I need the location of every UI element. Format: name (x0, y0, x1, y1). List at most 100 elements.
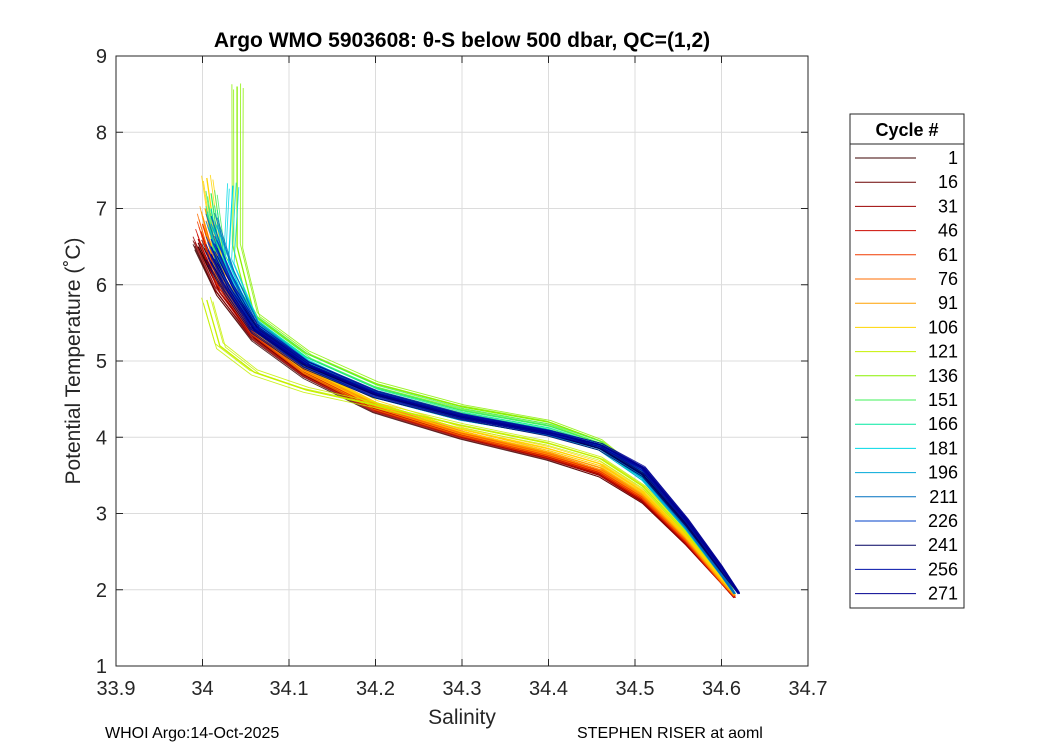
series-241 (205, 258, 741, 595)
x-tick-label: 34.7 (789, 678, 828, 700)
series-line (210, 254, 740, 594)
legend-label: 166 (928, 414, 958, 434)
x-tick-label: 34.4 (529, 678, 568, 700)
series-91 (199, 205, 736, 596)
x-tick-label: 34.1 (270, 678, 309, 700)
series-line (214, 190, 736, 594)
series-line (207, 257, 739, 594)
x-tick-label: 34.5 (616, 678, 655, 700)
legend-title: Cycle # (875, 120, 938, 140)
legend-label: 196 (928, 463, 958, 483)
series-line (207, 196, 735, 595)
series-line (202, 302, 735, 595)
legend-label: 31 (938, 196, 958, 216)
series-line (210, 215, 736, 594)
y-tick-label: 7 (96, 199, 107, 221)
series-layer (192, 83, 741, 599)
legend-label: 256 (928, 559, 958, 579)
legend-box (849, 113, 965, 609)
legend-label: 121 (928, 342, 958, 362)
y-tick-label: 4 (96, 427, 107, 449)
series-line (216, 255, 741, 594)
y-tick-label: 6 (96, 275, 107, 297)
legend-label: 241 (928, 535, 958, 555)
series-line (214, 212, 736, 594)
legend-label: 61 (938, 245, 958, 265)
series-line (199, 206, 735, 596)
series-211 (205, 212, 736, 595)
series-line (201, 175, 735, 594)
series-line (216, 194, 736, 595)
grid-layer (115, 55, 809, 667)
x-tick-label: 34.2 (356, 678, 395, 700)
series-line (207, 219, 735, 595)
series-line (207, 264, 739, 595)
chart-title: Argo WMO 5903608: θ-S below 500 dbar, QC… (214, 29, 710, 52)
series-line (231, 182, 736, 594)
x-tick-label: 34.3 (443, 678, 482, 700)
series-166 (205, 205, 736, 595)
x-tick-label: 34.6 (702, 678, 741, 700)
series-line (202, 180, 735, 595)
y-tick-label: 5 (96, 351, 107, 373)
footer-credit-right: STEPHEN RISER at aoml (577, 725, 763, 742)
legend-label: 106 (928, 317, 958, 337)
series-line (210, 208, 736, 594)
y-axis-label: Potential Temperature (˚C) (62, 237, 85, 484)
legend-label: 76 (938, 269, 958, 289)
series-line (205, 213, 735, 594)
series-line (212, 179, 736, 595)
legend-label: 271 (928, 584, 958, 604)
y-tick-label: 8 (96, 122, 107, 144)
series-line (194, 245, 735, 599)
series-line (201, 211, 735, 596)
legend-label: 151 (928, 390, 958, 410)
legend-label: 1 (948, 148, 958, 168)
series-line (204, 208, 735, 596)
series-line (205, 212, 736, 596)
legend-label: 136 (928, 366, 958, 386)
legend-label: 211 (929, 487, 958, 507)
legend-label: 91 (938, 293, 958, 313)
series-line (207, 211, 735, 595)
series-line (205, 251, 739, 593)
y-tick-label: 1 (96, 656, 107, 678)
series-line (198, 226, 735, 597)
series-line (201, 297, 735, 594)
x-tick-label: 34 (191, 678, 213, 700)
x-tick-label: 33.9 (97, 678, 136, 700)
series-line (205, 206, 735, 594)
series-106 (201, 174, 736, 595)
legend: Cycle # 11631466176911061211361511661811… (849, 113, 965, 609)
y-tick-label: 3 (96, 504, 107, 526)
series-61 (196, 220, 736, 597)
series-line (196, 213, 735, 596)
series-line (197, 246, 735, 598)
series-line (214, 205, 736, 594)
series-line (210, 209, 736, 596)
legend-label: 46 (938, 221, 958, 241)
series-line (194, 241, 735, 599)
series-line (214, 258, 740, 594)
legend-label: 226 (928, 511, 958, 531)
series-line (203, 247, 736, 598)
series-line (205, 190, 735, 594)
series-line (208, 205, 736, 595)
legend-label: 181 (928, 438, 958, 458)
legend-label: 16 (938, 172, 958, 192)
series-line (205, 259, 739, 594)
y-tick-label: 2 (96, 580, 107, 602)
series-line (196, 234, 735, 599)
series-76 (196, 212, 736, 597)
series-151 (205, 190, 736, 595)
y-tick-label: 9 (96, 46, 107, 68)
series-line (216, 217, 736, 595)
series-line (208, 217, 736, 597)
x-axis-label: Salinity (428, 706, 496, 729)
series-line (206, 177, 735, 595)
tick-layer: 33.9 34 34.1 34.2 34.3 34.4 34.5 34.6 34.7123456… (96, 46, 828, 700)
footer-credit-left: WHOI Argo:14-Oct-2025 (105, 725, 280, 742)
legend-items: 1 16 31 46 61 76 91 106 121 136 151 166 181 196 211 226… (855, 148, 958, 604)
